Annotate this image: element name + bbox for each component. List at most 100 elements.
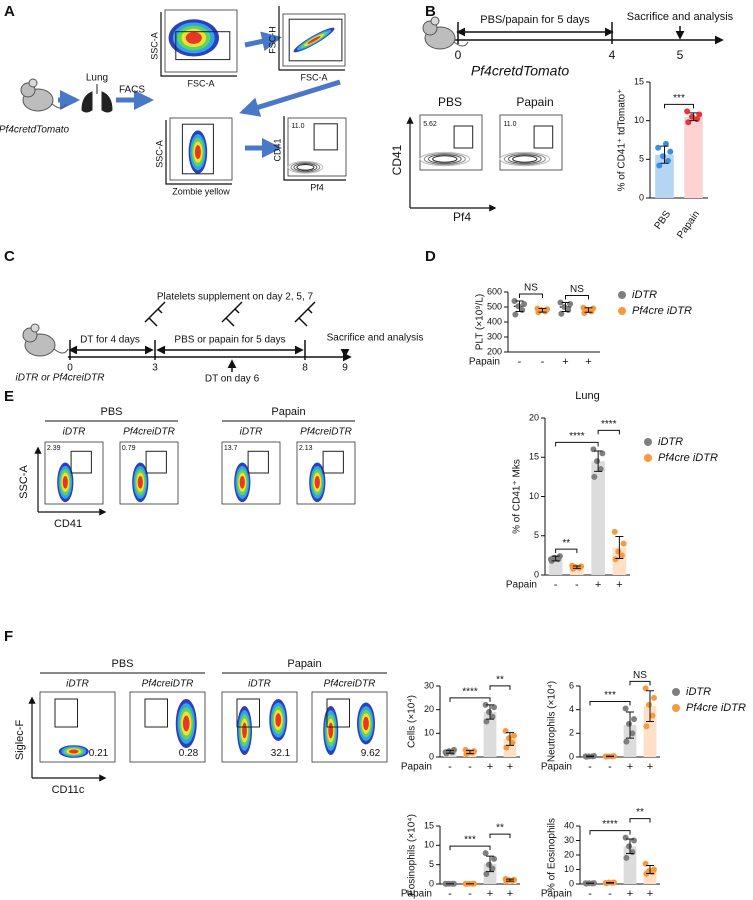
flow-density — [194, 145, 201, 160]
error-bar — [615, 536, 624, 560]
mouse-tail — [453, 41, 469, 47]
data-point — [486, 709, 492, 716]
x-tick-label: Papain — [675, 209, 702, 241]
flow-density — [499, 151, 551, 167]
y-axis-label: % of CD41⁺ tdTomato⁺ — [617, 89, 628, 192]
label: Papain — [271, 406, 305, 418]
syringes — [144, 301, 316, 327]
flow-density — [507, 154, 542, 164]
label: 11.0 — [291, 123, 304, 130]
significance-bracket — [449, 845, 491, 851]
y-axis-label: Neutrophils (×10⁴) — [547, 681, 558, 762]
data-point — [623, 854, 630, 861]
flow-plot — [39, 691, 116, 763]
significance-bracket — [629, 680, 651, 686]
data-point — [655, 144, 662, 151]
label: PBS — [100, 406, 122, 418]
data-point — [503, 744, 510, 751]
panel-label: A — [4, 3, 15, 20]
y-tick-label: 40 — [564, 820, 574, 830]
label: Platelets supplement on day 2, 5, 7 — [157, 292, 314, 303]
data-point — [547, 556, 554, 563]
significance-bracket — [589, 700, 631, 706]
error-bar — [486, 855, 494, 873]
x-tick-label: + — [616, 579, 622, 591]
data-point — [602, 879, 609, 886]
label: 0 — [67, 363, 73, 374]
data-point — [483, 718, 490, 725]
y-tick-label: 5 — [639, 154, 644, 164]
label: 0 — [455, 48, 462, 62]
legend-marker — [618, 291, 626, 299]
flow-gate — [181, 123, 214, 175]
data-point — [569, 562, 576, 569]
panel-label: E — [4, 388, 14, 405]
significance-bracket — [664, 103, 694, 109]
y-axis-label: PLT (×10⁹/L) — [475, 294, 486, 350]
significance-bracket — [449, 697, 491, 702]
y-tick-label: 5 — [429, 859, 434, 869]
significance-label: NS — [524, 283, 538, 294]
flow-gate — [144, 698, 168, 728]
y-tick-label: 400 — [487, 316, 502, 326]
flow-density — [68, 749, 79, 754]
significance-label: ** — [496, 675, 504, 686]
x-tick-label: + — [507, 888, 513, 900]
significance-label: **** — [602, 819, 618, 830]
x-tick-label: - — [575, 579, 579, 591]
x-tick-label: + — [647, 761, 653, 773]
label: 4 — [609, 48, 616, 62]
row-label: Papain — [506, 580, 537, 591]
data-point — [642, 685, 649, 692]
y-tick-label: 0 — [569, 878, 574, 888]
y-axis-label: % of CD41⁺ Mks — [512, 459, 523, 534]
data-point — [509, 739, 516, 746]
data-point — [631, 716, 637, 723]
y-tick-label: 500 — [487, 301, 502, 311]
flow-density — [419, 151, 471, 167]
data-point — [623, 738, 630, 745]
data-point — [631, 837, 637, 844]
significance-bracket — [519, 293, 543, 298]
axis-lines — [165, 120, 232, 185]
flow-gate — [326, 698, 350, 728]
data-point — [622, 705, 629, 712]
significance-label: **** — [601, 419, 617, 430]
label: PBS — [111, 658, 133, 670]
significance-label: NS — [570, 284, 584, 295]
label: FSC-A — [301, 72, 328, 82]
x-tick-label: + — [627, 888, 633, 900]
panel-label: B — [425, 3, 436, 20]
chart-title: Lung — [575, 390, 599, 402]
mouse-tail — [51, 103, 67, 109]
y-tick-label: 300 — [487, 331, 502, 341]
label: 0.28 — [179, 748, 199, 759]
error-bar — [626, 711, 634, 739]
data-point — [591, 473, 598, 480]
data-point — [462, 880, 469, 887]
data-point — [594, 458, 601, 465]
data-point — [651, 694, 657, 701]
error-bar — [515, 300, 524, 312]
bar — [570, 567, 584, 575]
x-tick-label: - — [588, 761, 592, 773]
x-tick-label: + — [627, 761, 633, 773]
flow-plot — [119, 441, 179, 505]
flow-plot — [419, 114, 483, 171]
data-point — [544, 306, 551, 313]
data-point — [511, 298, 518, 304]
significance-bracket — [629, 818, 651, 823]
mouse-ear — [430, 16, 440, 26]
label: 8 — [302, 363, 308, 374]
flow-gate — [175, 31, 231, 61]
data-point — [471, 748, 477, 755]
label: 2.39 — [47, 445, 61, 452]
significance-label: ** — [496, 823, 504, 834]
error-bar — [572, 565, 581, 569]
data-point — [660, 153, 667, 160]
y-tick-label: 10 — [564, 864, 574, 874]
row-label: Papain — [541, 762, 572, 773]
data-point — [590, 446, 597, 453]
flow-density — [328, 722, 334, 739]
flow-gate — [145, 450, 167, 474]
